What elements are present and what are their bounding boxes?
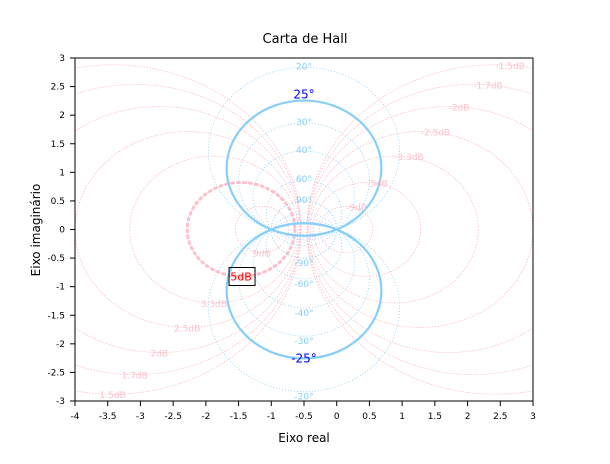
phase-label: 60° [296,175,312,185]
contour-curves [75,64,533,395]
phase-contour-40deg [252,150,356,241]
y-tick-label: -3 [56,397,65,407]
x-tick-label: 0.5 [362,412,376,422]
magnitude-label: 9dB [253,250,271,260]
x-tick-label: 2 [465,412,471,422]
y-tick-label: 1.5 [51,140,65,150]
x-tick-label: 1 [399,412,405,422]
magnitude-contour-5db [185,180,297,279]
x-tick-label: 3 [530,412,536,422]
magnitude-contour-neg3_3db [309,155,479,304]
magnitude-contour-neg2db [307,106,533,353]
magnitude-contour-1_7db [75,84,302,375]
magnitude-contour-1_5db [75,64,302,395]
phase-label: 25° [293,88,314,102]
x-tick-label: -2 [201,412,210,422]
x-tick-label: -3 [136,412,145,422]
magnitude-label: -5dB [367,179,388,189]
phase-contour-neg30deg [238,221,370,337]
phase-contour-30deg [238,122,370,238]
magnitude-label: 3.3dB [201,300,227,310]
phase-contour-neg60deg [265,212,343,280]
highlight-label-box [228,267,256,287]
phase-contour-90deg [270,200,338,259]
magnitude-contour-2db [75,106,301,353]
phase-contour-neg25deg [225,222,383,360]
phase-contour-60deg [265,179,343,247]
y-tick-label: 0 [59,226,65,236]
phase-label: -20° [294,393,313,403]
y-tick-label: 0.5 [51,197,65,207]
magnitude-contour-3_3db [129,155,299,304]
y-tick-label: -2 [56,340,65,350]
magnitude-contour-neg9db [319,205,374,254]
phase-label: 30° [296,118,312,128]
phase-label: -90° [294,259,313,269]
x-tick-label: -1.5 [230,412,248,422]
phase-label: -40° [294,309,313,319]
x-tick-label: 0 [334,412,340,422]
magnitude-label: -2dB [449,103,470,113]
x-tick-label: 2.5 [493,412,507,422]
magnitude-label: -9dB [346,203,367,213]
magnitude-contour-neg1_7db [306,84,533,375]
y-tick-label: -1.5 [47,311,65,321]
x-tick-label: -3.5 [99,412,117,422]
phase-contour-25deg [225,99,383,237]
y-tick-label: -1 [56,283,65,293]
magnitude-label: -3.3dB [394,153,423,163]
magnitude-contour-neg5db [312,182,422,277]
axes: -4 -3.5 -3 -2.5 -2 -1.5 -1 -0.5 0 0.5 1 1.5 2 2.5 3 -3 -… [47,54,535,422]
magnitude-label: 2dB [151,350,169,360]
magnitude-label: -2.5dB [421,129,450,139]
phase-label: -30° [294,337,313,347]
magnitude-label: -1.7dB [473,81,502,91]
y-tick-label: -0.5 [47,254,65,264]
phase-label: 40° [296,146,312,156]
phase-contour-neg40deg [252,218,356,309]
y-tick-label: 1 [59,168,65,178]
phase-label: 20° [296,62,312,72]
contour-labels: 9dB 5dB 3.3dB 2.5dB 2dB 1.7dB 1.5dB -1.5dB -1.7d… [100,62,525,403]
phase-label: 90° [296,196,312,206]
y-axis-label: Eixo imaginário [29,184,43,277]
magnitude-contour-9db [234,205,289,254]
magnitude-label: 1.5dB [100,391,126,401]
x-tick-label: -4 [71,412,80,422]
magnitude-label: -1.5dB [495,62,524,72]
x-axis-label: Eixo real [278,431,330,445]
phase-contour-neg90deg [270,200,338,259]
magnitude-label: 2.5dB [174,324,200,334]
x-tick-label: 1.5 [428,412,442,422]
phase-label: -25° [291,351,317,365]
phase-label: -60° [294,280,313,290]
y-tick-label: 2.5 [51,83,65,93]
y-tick-label: 2 [59,111,65,121]
magnitude-label: 5dB [230,271,252,284]
phase-contour-neg20deg [207,224,401,393]
x-tick-label: -0.5 [295,412,313,422]
y-tick-label: -2.5 [47,368,65,378]
x-tick-label: -2.5 [164,412,182,422]
x-tick-label: -1 [267,412,276,422]
chart-title: Carta de Hall [263,32,348,47]
y-tick-label: 3 [59,54,65,64]
phase-contour-20deg [207,66,401,235]
magnitude-label: 1.7dB [122,372,148,382]
